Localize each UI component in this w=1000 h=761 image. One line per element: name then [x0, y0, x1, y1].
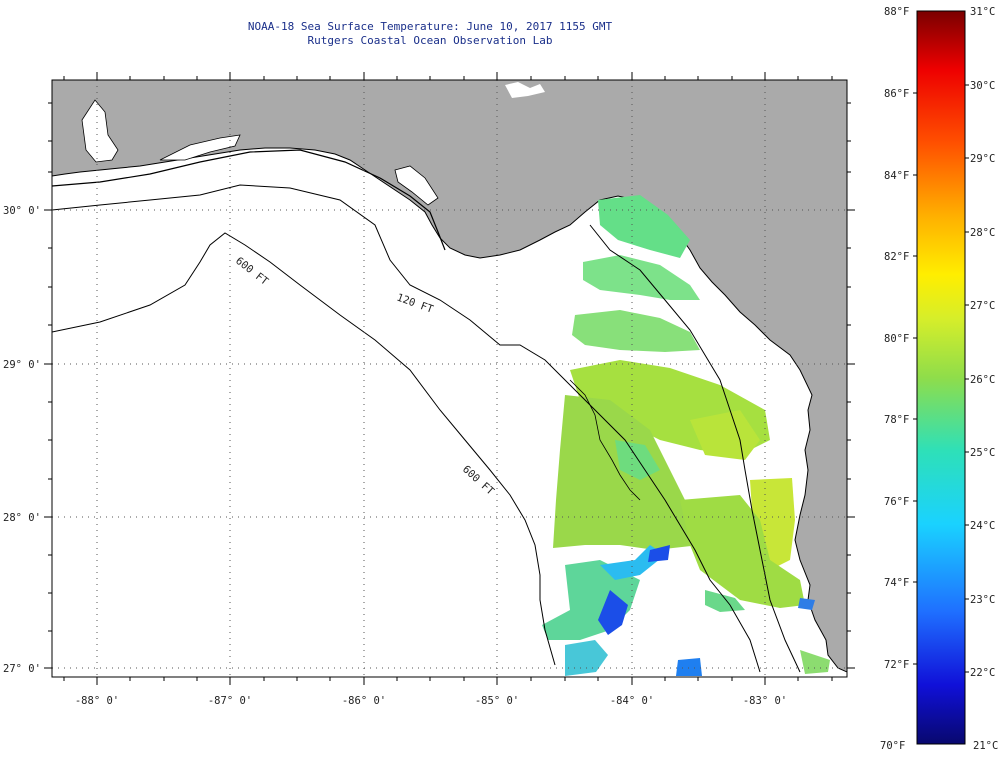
lon-label-88: -88° 0'	[75, 695, 119, 707]
lon-label-85: -85° 0'	[475, 695, 519, 707]
lake-spot	[505, 82, 545, 98]
c-label-29: 29°C	[970, 153, 995, 165]
f-label-74: 74°F	[884, 577, 909, 589]
c-label-22: 22°C	[970, 667, 995, 679]
c-label-28: 28°C	[970, 227, 995, 239]
coastal-barrier-line	[52, 149, 446, 251]
f-label-88: 88°F	[884, 6, 909, 18]
c-label-23: 23°C	[970, 594, 995, 606]
isobath-600ft	[52, 232, 556, 666]
f-label-76: 76°F	[884, 496, 909, 508]
apalachicola-bay	[394, 165, 439, 206]
lon-label-84: -84° 0'	[610, 695, 654, 707]
lon-label-83: -83° 0'	[743, 695, 787, 707]
lat-label-28: 28° 0'	[3, 512, 41, 524]
c-label-24: 24°C	[970, 520, 995, 532]
axis-ticks	[44, 72, 855, 685]
f-label-82: 82°F	[884, 251, 909, 263]
lat-label-30: 30° 0'	[3, 205, 41, 217]
celsius-scale: 31°C 30°C 29°C 28°C 27°C 26°C 25°C 24°C …	[970, 6, 998, 752]
c-label-25: 25°C	[970, 447, 995, 459]
f-label-84: 84°F	[884, 170, 909, 182]
c-label-27: 27°C	[970, 300, 995, 312]
map-subtitle: Rutgers Coastal Ocean Observation Lab	[307, 34, 553, 47]
choctawhatchee-bay	[159, 134, 241, 161]
pensacola-bay	[81, 99, 119, 163]
f-label-80: 80°F	[884, 333, 909, 345]
lat-label-29: 29° 0'	[3, 359, 41, 371]
fahrenheit-ticks	[913, 92, 917, 665]
sst-colorbar	[916, 10, 966, 745]
f-label-70: 70°F	[880, 740, 905, 752]
f-label-72: 72°F	[884, 659, 909, 671]
lon-label-86: -86° 0'	[342, 695, 386, 707]
coastline-detail	[569, 379, 641, 501]
celsius-ticks	[965, 84, 969, 673]
lon-label-87: -87° 0'	[208, 695, 252, 707]
map-title: NOAA-18 Sea Surface Temperature: June 10…	[247, 20, 613, 33]
c-label-26: 26°C	[970, 374, 995, 386]
c-label-21: 21°C	[973, 740, 998, 752]
c-label-31: 31°C	[970, 6, 995, 18]
isobath-120ft	[52, 184, 761, 673]
map-frame	[51, 79, 848, 678]
f-label-86: 86°F	[884, 88, 909, 100]
graticule	[52, 80, 847, 677]
sst-swath	[542, 195, 830, 676]
lat-label-27: 27° 0'	[3, 663, 41, 675]
axis-minor-ticks	[48, 76, 851, 681]
c-label-30: 30°C	[970, 80, 995, 92]
isobath-offshore	[589, 224, 801, 673]
f-label-78: 78°F	[884, 414, 909, 426]
fahrenheit-scale: 88°F 86°F 84°F 82°F 80°F 78°F 76°F 74°F …	[880, 6, 909, 752]
